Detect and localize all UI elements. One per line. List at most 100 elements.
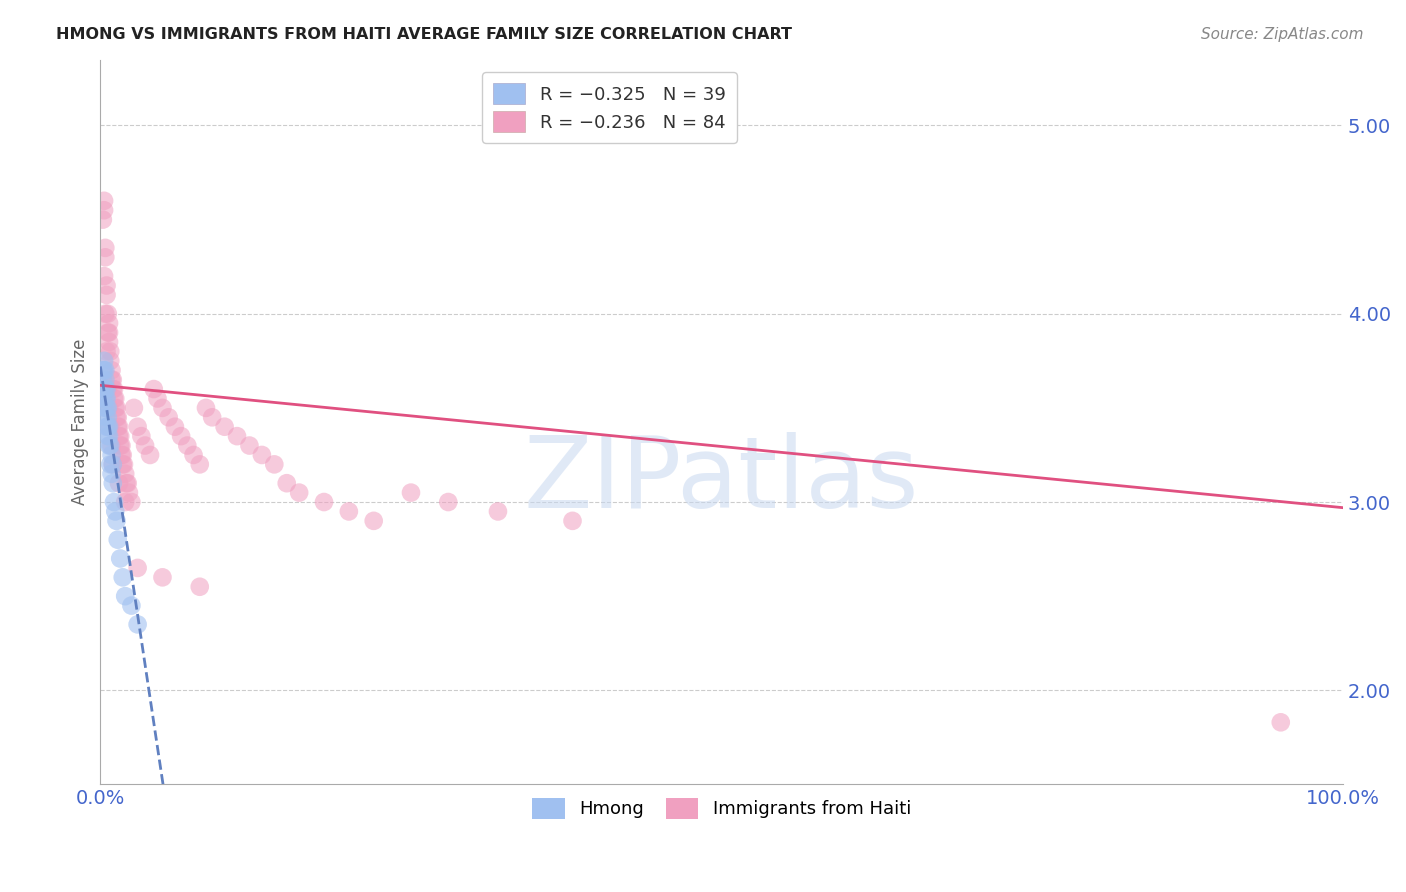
Point: [98, 401, 121, 415]
Point: [104, 392, 127, 406]
Point: [101, 458, 124, 472]
Legend: Hmong, Immigrants from Haiti: Hmong, Immigrants from Haiti: [524, 791, 918, 826]
Point: [93, 382, 115, 396]
Point: [107, 419, 129, 434]
Point: [561, 514, 583, 528]
Point: [98, 354, 121, 368]
Point: [98, 419, 121, 434]
Point: [127, 561, 149, 575]
Point: [183, 448, 205, 462]
Point: [238, 438, 260, 452]
Point: [105, 401, 128, 415]
Point: [250, 448, 273, 462]
Point: [101, 373, 124, 387]
Point: [108, 419, 131, 434]
Point: [101, 458, 124, 472]
Point: [97, 401, 120, 415]
Point: [486, 504, 509, 518]
Point: [152, 401, 174, 415]
Point: [112, 458, 135, 472]
Point: [104, 504, 127, 518]
Point: [108, 476, 131, 491]
Y-axis label: Average Family Size: Average Family Size: [72, 339, 89, 505]
Point: [114, 467, 136, 481]
Point: [96, 288, 118, 302]
Point: [98, 458, 121, 472]
Point: [105, 514, 128, 528]
Point: [104, 401, 127, 415]
Point: [110, 551, 132, 566]
Point: [127, 617, 149, 632]
Point: [101, 476, 124, 491]
Point: [122, 401, 145, 415]
Point: [163, 419, 186, 434]
Point: [98, 344, 121, 359]
Point: [98, 316, 121, 330]
Point: [91, 382, 114, 396]
Point: [97, 307, 120, 321]
Point: [96, 392, 118, 406]
Point: [93, 354, 115, 368]
Point: [131, 429, 153, 443]
Point: [337, 504, 360, 518]
Point: [111, 458, 134, 472]
Point: [103, 495, 125, 509]
Point: [105, 410, 128, 425]
Point: [97, 419, 120, 434]
Point: [103, 392, 125, 406]
Point: [93, 194, 115, 208]
Point: [110, 438, 132, 452]
Point: [142, 382, 165, 396]
Point: [93, 269, 115, 284]
Point: [94, 307, 117, 321]
Point: [96, 344, 118, 359]
Point: [363, 514, 385, 528]
Point: [98, 334, 121, 349]
Point: [94, 373, 117, 387]
Point: [399, 485, 422, 500]
Point: [110, 429, 132, 443]
Point: [120, 495, 142, 509]
Point: [127, 419, 149, 434]
Point: [100, 448, 122, 462]
Point: [437, 495, 460, 509]
Point: [115, 476, 138, 491]
Point: [288, 485, 311, 500]
Point: [146, 392, 169, 406]
Point: [94, 250, 117, 264]
Point: [94, 410, 117, 425]
Point: [96, 382, 118, 396]
Point: [176, 438, 198, 452]
Point: [93, 363, 115, 377]
Point: [1270, 715, 1292, 730]
Point: [107, 410, 129, 425]
Point: [97, 326, 120, 340]
Point: [91, 363, 114, 377]
Point: [98, 438, 121, 452]
Point: [103, 382, 125, 396]
Point: [201, 410, 224, 425]
Point: [94, 392, 117, 406]
Point: [120, 599, 142, 613]
Point: [91, 212, 114, 227]
Point: [98, 429, 121, 443]
Point: [111, 448, 134, 462]
Point: [188, 580, 211, 594]
Point: [170, 429, 193, 443]
Point: [100, 438, 122, 452]
Point: [312, 495, 335, 509]
Point: [98, 419, 121, 434]
Point: [93, 392, 115, 406]
Text: ZIPatlas: ZIPatlas: [524, 432, 920, 528]
Point: [118, 485, 141, 500]
Point: [97, 410, 120, 425]
Point: [94, 382, 117, 396]
Point: [214, 419, 236, 434]
Point: [94, 363, 117, 377]
Point: [100, 467, 122, 481]
Point: [93, 401, 115, 415]
Point: [134, 438, 156, 452]
Point: [157, 410, 180, 425]
Text: HMONG VS IMMIGRANTS FROM HAITI AVERAGE FAMILY SIZE CORRELATION CHART: HMONG VS IMMIGRANTS FROM HAITI AVERAGE F…: [56, 27, 792, 42]
Point: [96, 401, 118, 415]
